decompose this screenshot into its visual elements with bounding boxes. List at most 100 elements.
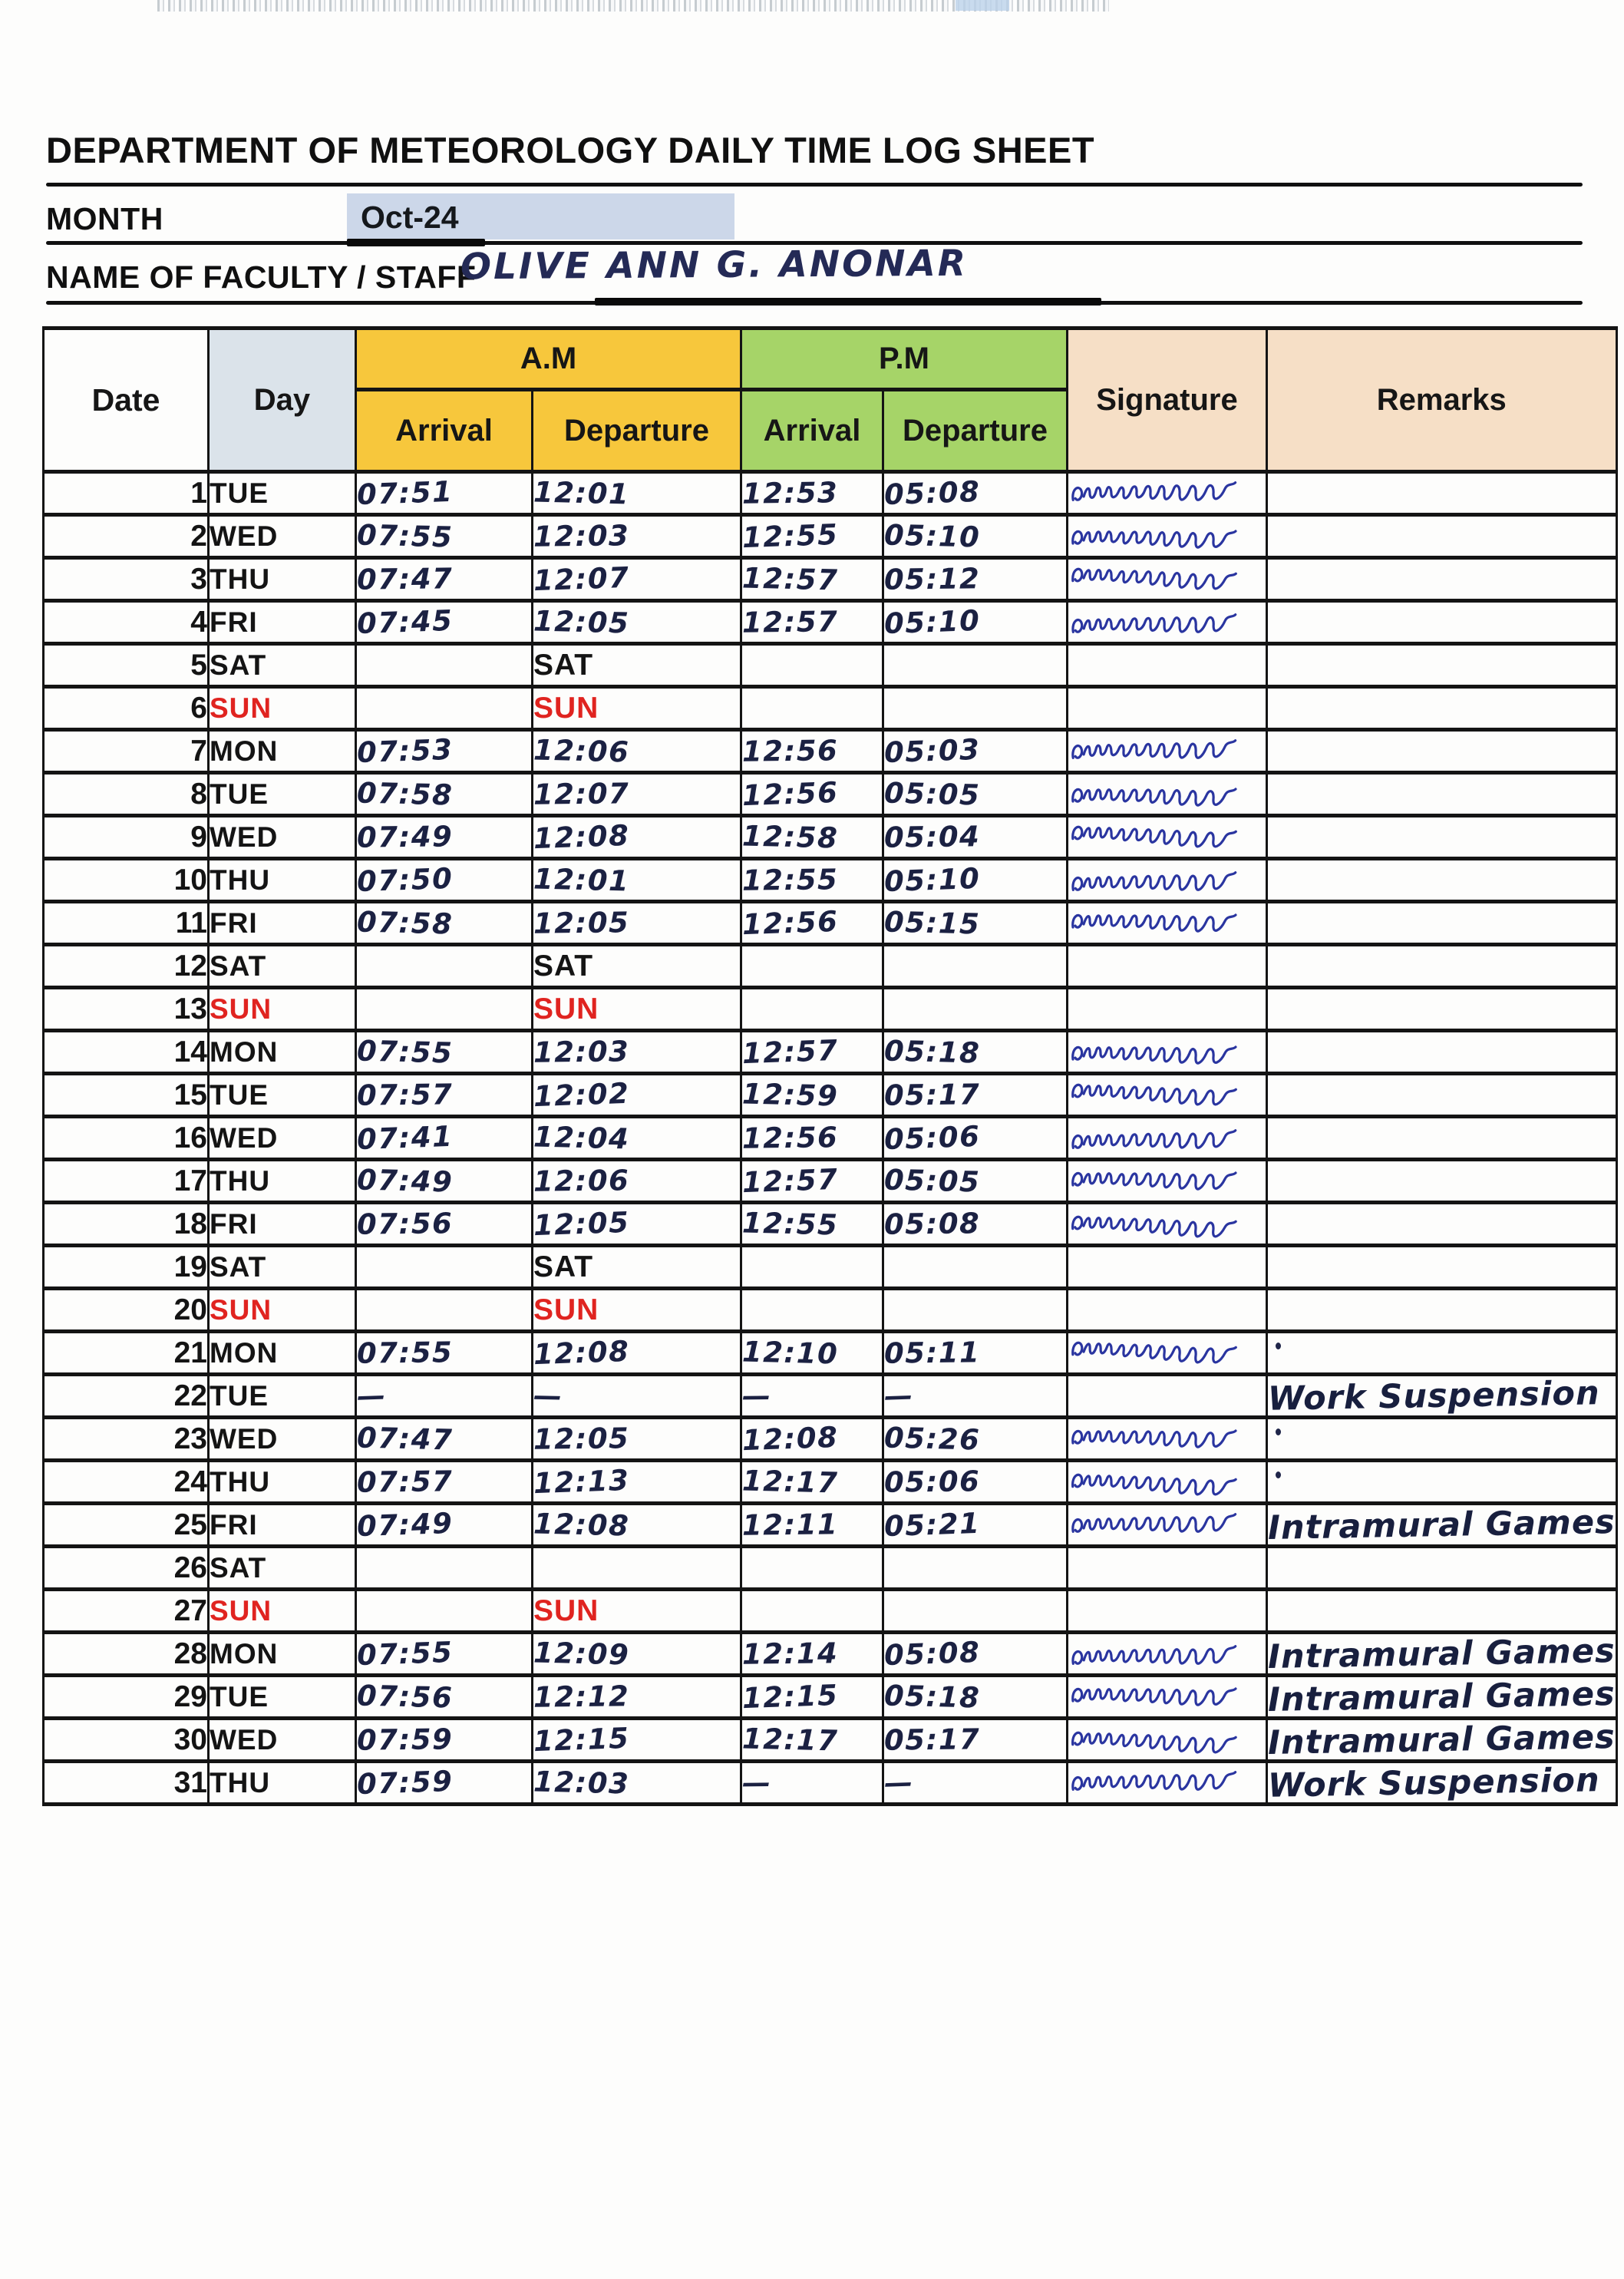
time-entry: 12:14 (741, 1637, 839, 1671)
day-cell: WED (207, 513, 357, 560)
pm-departure-cell: 05:06 (882, 1115, 1068, 1161)
date-cell: 9 (42, 814, 210, 860)
time-entry: 07:50 (356, 861, 454, 899)
time-entry: 05:15 (883, 905, 981, 941)
signature-cell (1066, 943, 1268, 989)
am-departure-cell: 12:07 (531, 771, 742, 817)
remark-text: Intramural Games (1267, 1674, 1616, 1719)
am-arrival-cell (355, 1244, 533, 1290)
remarks-cell (1266, 599, 1618, 646)
pm-departure-cell: 05:12 (882, 556, 1068, 603)
table-row: 8 TUE 07:58 12:07 12:56 05:05 (42, 771, 1618, 817)
signature-mark (1071, 1731, 1237, 1753)
am-arrival-cell: 07:56 (355, 1673, 533, 1720)
pm-departure-cell: 05:10 (882, 599, 1068, 646)
pm-departure-cell: 05:17 (882, 1072, 1068, 1118)
time-entry: 07:49 (356, 1163, 454, 1199)
table-row: 12 SAT SAT (42, 943, 1618, 989)
table-row: 21 MON 07:55 12:08 12:10 05:11 (42, 1329, 1618, 1376)
pm-arrival-cell (740, 642, 884, 689)
time-entry: 05:10 (883, 518, 981, 554)
pm-departure-cell: 05:03 (882, 728, 1068, 775)
time-entry: 12:17 (741, 1722, 839, 1758)
time-entry: 12:03 (533, 1765, 630, 1801)
day-cell: TUE (207, 1372, 357, 1419)
signature-mark (1071, 1128, 1237, 1149)
table-row: 1 TUE 07:51 12:01 12:53 05:08 (42, 470, 1618, 517)
am-arrival-cell: 07:49 (355, 814, 533, 860)
time-entry: 12:59 (741, 1077, 839, 1113)
pen-dot-mark (1276, 1429, 1281, 1435)
date-cell: 12 (42, 943, 210, 989)
signature-cell (1066, 513, 1268, 560)
weekend-label: SAT (533, 648, 594, 682)
time-entry: 12:58 (741, 819, 839, 855)
am-departure-cell: 12:12 (531, 1673, 742, 1720)
remark-text: Intramural Games (1267, 1631, 1616, 1676)
am-departure-cell: 12:15 (531, 1716, 742, 1763)
date-cell: 15 (42, 1072, 210, 1118)
time-entry: 07:55 (356, 1336, 454, 1370)
table-row: 9 WED 07:49 12:08 12:58 05:04 (42, 814, 1618, 860)
day-cell: MON (207, 1630, 357, 1677)
am-arrival-cell: 07:51 (355, 470, 533, 517)
table-header: Date Day A.M P.M Signature Remarks Arriv… (42, 326, 1618, 474)
am-arrival-cell (355, 685, 533, 732)
pm-departure-cell: 05:17 (882, 1716, 1068, 1763)
day-cell: THU (207, 857, 357, 903)
remarks-cell (1266, 1072, 1618, 1118)
remarks-cell (1266, 1415, 1618, 1462)
day-cell: SAT (207, 1244, 357, 1290)
day-cell: TUE (207, 771, 357, 817)
time-entry: 07:55 (356, 518, 454, 554)
day-cell: WED (207, 1115, 357, 1161)
time-entry: 07:57 (356, 1078, 454, 1112)
pm-departure-cell: 05:08 (882, 1201, 1068, 1247)
date-cell: 16 (42, 1115, 210, 1161)
time-entry: 05:05 (883, 776, 981, 812)
remarks-cell (1266, 470, 1618, 517)
pm-arrival-cell: 12:58 (740, 814, 884, 860)
am-departure-cell: SUN (531, 1286, 742, 1333)
time-entry: — (883, 1379, 915, 1413)
table-row: 10 THU 07:50 12:01 12:55 05:10 (42, 857, 1618, 903)
pm-arrival-cell: 12:59 (740, 1072, 884, 1118)
pen-dot-mark (1276, 1471, 1281, 1478)
pm-arrival-cell: 12:55 (740, 1201, 884, 1247)
am-departure-cell: 12:13 (531, 1458, 742, 1505)
am-arrival-cell: 07:47 (355, 1415, 533, 1462)
am-arrival-cell (355, 986, 533, 1032)
table-row: 17 THU 07:49 12:06 12:57 05:05 (42, 1158, 1618, 1204)
signature-cell (1066, 1072, 1268, 1118)
time-entry: 05:17 (883, 1078, 981, 1112)
time-entry: 12:01 (533, 475, 630, 511)
am-departure-cell: SAT (531, 642, 742, 689)
date-cell: 21 (42, 1329, 210, 1376)
time-entry: 05:18 (883, 1679, 981, 1715)
signature-cell (1066, 1544, 1268, 1591)
time-entry: 12:08 (533, 1334, 630, 1372)
timesheet-table: Date Day A.M P.M Signature Remarks Arriv… (42, 326, 1618, 1806)
day-cell: SAT (207, 1544, 357, 1591)
day-cell: SUN (207, 685, 357, 732)
time-entry: 12:57 (741, 605, 839, 639)
pm-departure-cell: 05:15 (882, 900, 1068, 946)
date-cell: 7 (42, 728, 210, 775)
time-entry: 07:58 (356, 905, 454, 941)
date-cell: 24 (42, 1458, 210, 1505)
day-cell: FRI (207, 900, 357, 946)
am-arrival-cell (355, 943, 533, 989)
signature-cell (1066, 1372, 1268, 1419)
signature-cell (1066, 728, 1268, 775)
signature-mark (1071, 529, 1237, 549)
time-entry: 12:56 (741, 734, 839, 768)
time-entry: 07:55 (356, 1034, 454, 1070)
am-arrival-cell: 07:50 (355, 857, 533, 903)
pm-arrival-cell (740, 943, 884, 989)
signature-mark (1071, 1215, 1237, 1237)
date-cell: 6 (42, 685, 210, 732)
weekend-label: SAT (533, 949, 594, 983)
date-cell: 4 (42, 599, 210, 646)
time-entry: 07:59 (356, 1764, 454, 1802)
pm-departure-cell (882, 1544, 1068, 1591)
